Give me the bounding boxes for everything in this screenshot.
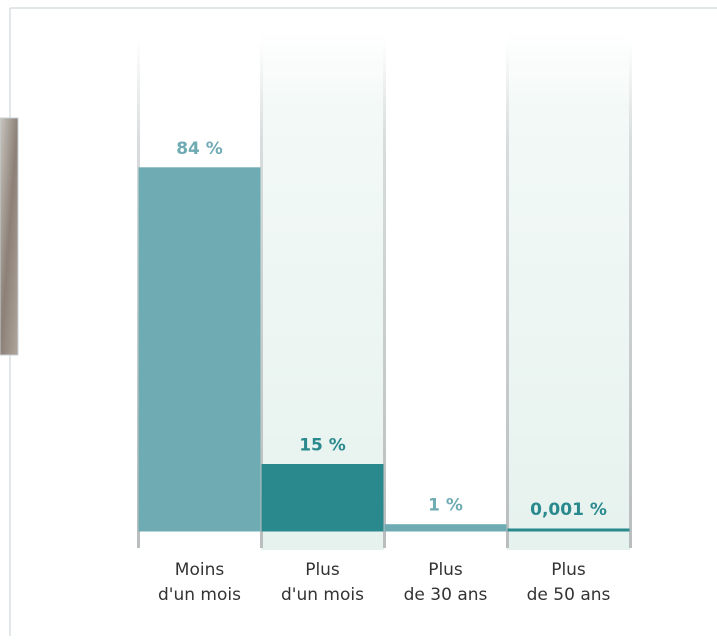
bar: [386, 526, 505, 530]
x-tick-label: Plus: [428, 560, 463, 580]
x-tick-label: Plus: [551, 560, 586, 580]
column-background: [507, 30, 630, 550]
column-separator: [629, 40, 632, 548]
value-label: 15 %: [299, 436, 346, 456]
value-label: 84 %: [176, 139, 223, 159]
bar: [140, 169, 259, 530]
x-tick-label: Plus: [305, 560, 340, 580]
x-tick-label: d'un mois: [281, 585, 364, 605]
value-label: 0,001 %: [530, 500, 607, 520]
column-separator: [506, 40, 509, 548]
x-tick-label: de 30 ans: [404, 585, 488, 605]
x-tick-label: d'un mois: [158, 585, 241, 605]
x-tick-label: de 50 ans: [527, 585, 611, 605]
value-label: 1 %: [428, 496, 463, 516]
photo-fragment: [0, 118, 18, 355]
x-tick-label: Moins: [175, 560, 225, 580]
bar: [263, 466, 382, 531]
